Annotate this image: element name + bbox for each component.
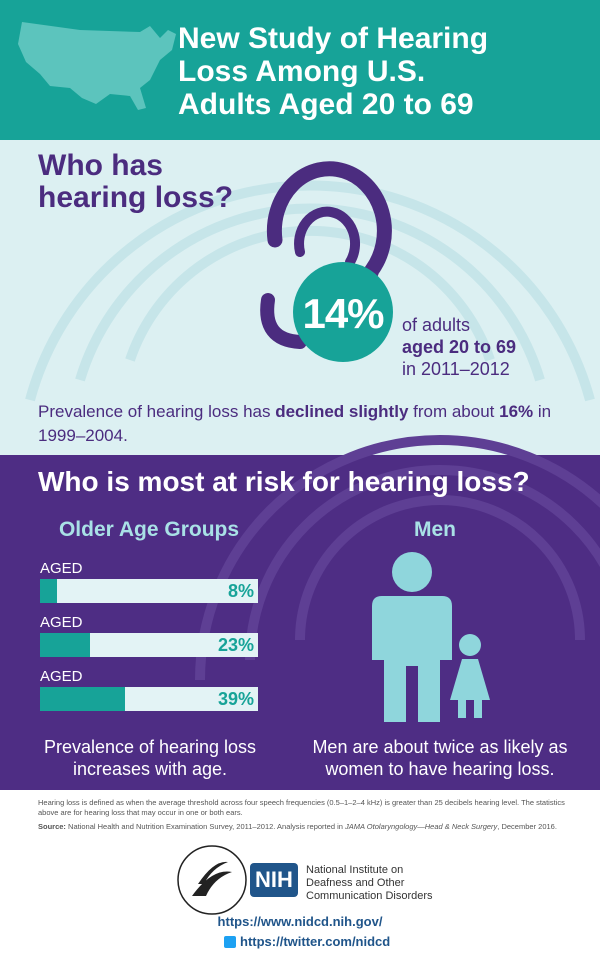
stat-circle: [293, 262, 393, 362]
stat-text: in 2011–2012: [402, 359, 510, 379]
heading: Who has: [38, 149, 163, 182]
text: from about: [408, 402, 500, 421]
text: in 1999–2004.: [38, 402, 552, 445]
value-label: 8%: [227, 581, 254, 601]
text: JAMA Otolaryngology—Head & Neck Surgery: [345, 822, 498, 831]
text: declined slightly: [275, 402, 409, 421]
website-link[interactable]: https://www.nidcd.nih.gov/: [217, 914, 383, 929]
text: Prevalence of hearing loss has: [38, 402, 276, 421]
nih-logo: NIH: [255, 867, 293, 892]
bar: [40, 579, 58, 603]
nih-box: [250, 863, 298, 897]
heading: Who is most at risk for hearing loss?: [38, 466, 530, 497]
men-title: Men: [414, 518, 456, 541]
text: , December 2016.: [497, 822, 557, 831]
bar-track: [40, 579, 258, 603]
title: Adults Aged 20 to 69: [178, 88, 474, 121]
bar: [40, 687, 126, 711]
sound-waves: [25, 180, 595, 402]
institute: Communication Disorders: [306, 890, 433, 902]
institute: Deafness and Other: [306, 877, 405, 889]
stat-text: aged 20 to 69: [402, 337, 517, 357]
definition: Hearing loss is defined as when the aver…: [38, 798, 565, 817]
sound-waves: [195, 435, 600, 681]
institute: National Institute on: [306, 864, 404, 876]
text: 16%: [499, 402, 534, 421]
us-map: [18, 22, 176, 110]
chart-title: Older Age Groups: [58, 518, 240, 541]
text: National Health and Nutrition Examinatio…: [65, 822, 345, 831]
title: New Study of Hearing: [178, 22, 489, 55]
heading: hearing loss?: [38, 181, 234, 214]
people-icons: [372, 552, 490, 722]
prevalence: Prevalence of hearing loss has declined …: [38, 400, 558, 448]
stat-text: of adults: [402, 315, 471, 335]
bar: [40, 633, 91, 657]
value-label: 39%: [217, 689, 254, 709]
text: Source:: [38, 822, 66, 831]
hhs-seal: [177, 845, 247, 915]
caption: Prevalence of hearing loss increases wit…: [43, 737, 257, 779]
stat: 14%: [302, 290, 384, 337]
title: Loss Among U.S.: [178, 55, 426, 88]
caption: Men are about twice as likely as women t…: [312, 737, 568, 779]
source: Source: National Health and Nutrition Ex…: [38, 822, 578, 831]
value-label: 23%: [217, 635, 254, 655]
twitter-icon: [224, 936, 236, 948]
twitter-link[interactable]: https://twitter.com/nidcd: [240, 934, 391, 949]
